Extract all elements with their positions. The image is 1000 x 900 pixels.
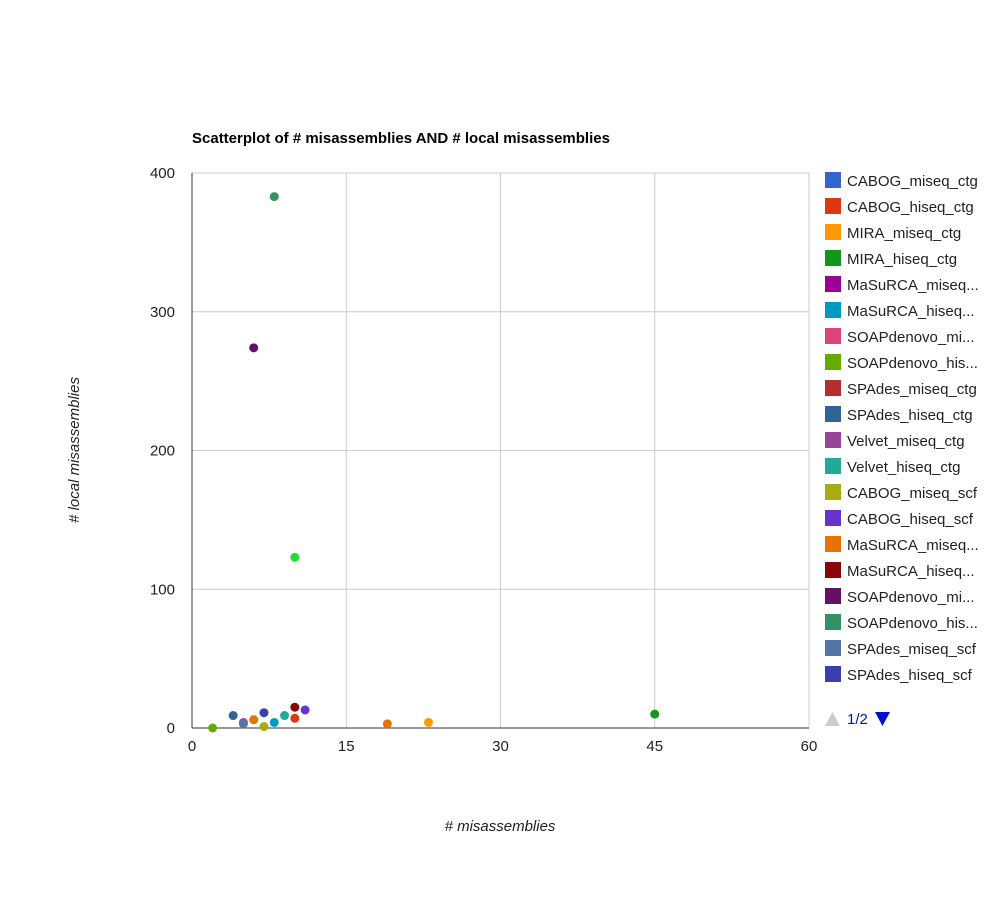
legend-swatch (825, 224, 841, 240)
legend-pager: 1/2 (825, 711, 890, 728)
legend-item-label[interactable]: MIRA_miseq_ctg (847, 225, 961, 242)
legend-swatch (825, 614, 841, 630)
legend-item-label[interactable]: MaSuRCA_hiseq... (847, 303, 975, 320)
data-point[interactable] (290, 552, 300, 562)
data-point[interactable] (290, 713, 300, 723)
data-point[interactable] (269, 192, 279, 202)
legend: CABOG_miseq_ctg CABOG_hiseq_ctg MIRA_miseq… (825, 172, 979, 684)
y-tick-label: 400 (150, 165, 175, 182)
legend-swatch (825, 510, 841, 526)
data-point[interactable] (290, 702, 300, 712)
x-tick-label: 30 (492, 738, 509, 755)
data-points (208, 192, 660, 733)
y-axis-label: # local misassemblies (66, 377, 83, 523)
legend-item-label[interactable]: SOAPdenovo_mi... (847, 589, 975, 606)
data-point[interactable] (280, 711, 290, 721)
legend-swatch (825, 172, 841, 188)
triangle-up-icon[interactable] (825, 712, 840, 726)
y-tick-label: 0 (167, 720, 175, 737)
data-point[interactable] (249, 715, 259, 725)
x-tick-labels: 0 15 30 45 60 (188, 738, 818, 755)
legend-item-label[interactable]: CABOG_miseq_ctg (847, 173, 978, 190)
legend-item-label[interactable]: MaSuRCA_miseq... (847, 277, 979, 294)
data-point[interactable] (269, 717, 279, 727)
legend-item-label[interactable]: CABOG_miseq_scf (847, 485, 978, 502)
legend-swatch (825, 458, 841, 474)
y-tick-labels: 0 100 200 300 400 (150, 165, 175, 737)
data-point[interactable] (228, 711, 238, 721)
legend-item-label[interactable]: Velvet_miseq_ctg (847, 433, 965, 450)
legend-item-label[interactable]: MaSuRCA_hiseq... (847, 563, 975, 580)
legend-swatch (825, 276, 841, 292)
legend-item-label[interactable]: SPAdes_hiseq_ctg (847, 407, 973, 424)
x-tick-label: 45 (646, 738, 663, 755)
x-axis-label: # misassemblies (445, 818, 556, 835)
legend-item-label[interactable]: SOAPdenovo_his... (847, 615, 978, 632)
data-point[interactable] (382, 719, 392, 729)
data-point[interactable] (208, 723, 218, 733)
legend-swatch (825, 406, 841, 422)
data-point[interactable] (238, 719, 248, 729)
data-point[interactable] (259, 722, 269, 732)
y-tick-label: 200 (150, 443, 175, 460)
legend-swatch (825, 588, 841, 604)
legend-item-label[interactable]: MaSuRCA_miseq... (847, 537, 979, 554)
legend-swatch (825, 484, 841, 500)
legend-item-label[interactable]: SPAdes_miseq_scf (847, 641, 977, 658)
legend-item-label[interactable]: SOAPdenovo_his... (847, 355, 978, 372)
data-point[interactable] (424, 717, 434, 727)
legend-swatch (825, 354, 841, 370)
axes (191, 173, 809, 729)
legend-swatch (825, 666, 841, 682)
legend-swatch (825, 198, 841, 214)
legend-item-label[interactable]: CABOG_hiseq_ctg (847, 199, 974, 216)
legend-swatch (825, 380, 841, 396)
data-point[interactable] (249, 343, 259, 353)
triangle-down-icon[interactable] (875, 712, 890, 726)
legend-swatch (825, 250, 841, 266)
y-tick-label: 100 (150, 581, 175, 598)
legend-item-label[interactable]: CABOG_hiseq_scf (847, 511, 974, 528)
chart-title: Scatterplot of # misassemblies AND # loc… (192, 130, 610, 147)
legend-swatch (825, 640, 841, 656)
data-point[interactable] (650, 709, 660, 719)
pager-text: 1/2 (847, 711, 868, 728)
x-tick-label: 15 (338, 738, 355, 755)
legend-swatch (825, 536, 841, 552)
grid-lines (191, 172, 810, 729)
legend-swatch (825, 328, 841, 344)
legend-item-label[interactable]: SOAPdenovo_mi... (847, 329, 975, 346)
x-tick-label: 60 (801, 738, 818, 755)
legend-swatch (825, 432, 841, 448)
data-point[interactable] (259, 708, 269, 718)
legend-item-label[interactable]: Velvet_hiseq_ctg (847, 459, 960, 476)
legend-swatch (825, 302, 841, 318)
y-tick-label: 300 (150, 304, 175, 321)
data-point[interactable] (300, 705, 310, 715)
legend-item-label[interactable]: MIRA_hiseq_ctg (847, 251, 957, 268)
legend-item-label[interactable]: SPAdes_hiseq_scf (847, 667, 973, 684)
legend-swatch (825, 562, 841, 578)
x-tick-label: 0 (188, 738, 196, 755)
legend-item-label[interactable]: SPAdes_miseq_ctg (847, 381, 977, 398)
